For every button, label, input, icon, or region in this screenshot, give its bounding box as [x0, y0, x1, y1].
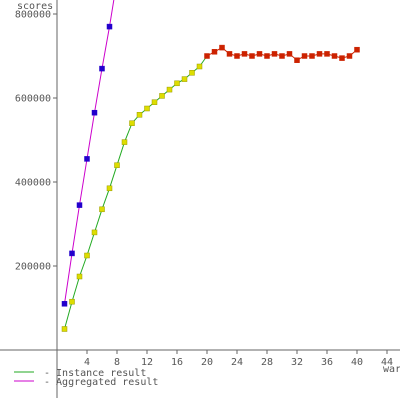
data-point [69, 250, 75, 257]
data-point [121, 139, 128, 145]
data-point [324, 51, 330, 57]
data-point [196, 63, 203, 70]
data-point [166, 86, 173, 93]
data-point [316, 51, 323, 57]
data-point [256, 51, 263, 57]
series-line [64, 66, 200, 330]
data-point [61, 301, 68, 307]
data-point [204, 53, 210, 59]
data-point [106, 23, 113, 30]
data-point [144, 105, 150, 112]
data-point [309, 53, 315, 59]
y-tick-label: 800000 [15, 10, 51, 21]
data-point [219, 44, 225, 51]
x-axis-label: war [383, 364, 400, 375]
y-tick-label: 600000 [15, 94, 51, 105]
y-axis-ticks: 2000004000006000008000001000000120000014… [15, 10, 57, 273]
y-tick-label: 200000 [15, 262, 51, 273]
data-point [181, 76, 188, 82]
x-tick-label: 16 [171, 357, 183, 368]
data-point [151, 99, 158, 105]
data-point [69, 298, 75, 305]
data-point [211, 49, 218, 55]
data-point [339, 55, 345, 61]
x-tick-label: 32 [291, 357, 303, 368]
data-point [76, 202, 83, 208]
data-point [99, 65, 105, 72]
x-axis-ticks: 4 8 12 16 20 24 28 32 36 40 44 [84, 350, 393, 368]
data-point [234, 53, 240, 59]
x-tick-label: 24 [231, 357, 243, 368]
data-point [271, 51, 278, 57]
data-point [91, 229, 98, 236]
y-tick-label: 400000 [15, 178, 51, 189]
data-point [249, 53, 255, 59]
x-tick-label: 4 [84, 357, 90, 368]
data-point [61, 326, 68, 332]
x-tick-label: 40 [351, 357, 363, 368]
data-point [354, 46, 360, 53]
data-point [159, 93, 165, 99]
y-axis-label: scores [17, 1, 53, 12]
legend-label-instance: - Instance result [44, 368, 146, 379]
x-tick-label: 36 [321, 357, 333, 368]
x-tick-label: 12 [141, 357, 153, 368]
data-point [189, 70, 195, 76]
series-layer [61, 0, 360, 332]
data-point [174, 80, 180, 87]
data-point [84, 252, 90, 259]
x-tick-label: 20 [201, 357, 213, 368]
legend: - Instance result - Aggregated result [14, 368, 158, 388]
data-point [76, 273, 83, 280]
x-tick-label: 8 [114, 357, 120, 368]
data-point [331, 53, 338, 59]
x-tick-label: 28 [261, 357, 273, 368]
series-line [64, 0, 115, 304]
data-point [294, 57, 300, 63]
data-point [286, 51, 293, 57]
data-point [226, 51, 233, 57]
data-point [114, 162, 120, 168]
data-point [91, 109, 98, 116]
data-point [136, 112, 143, 118]
data-point [346, 53, 353, 59]
data-point [264, 53, 270, 59]
data-point [301, 53, 308, 59]
data-point [279, 53, 285, 59]
data-point [84, 156, 90, 162]
data-point [99, 206, 105, 213]
x-tick-label: 44 [381, 357, 393, 368]
data-point [129, 120, 135, 126]
data-point [241, 51, 248, 57]
legend-label-aggregated: - Aggregated result [44, 377, 158, 388]
data-point [106, 185, 113, 192]
